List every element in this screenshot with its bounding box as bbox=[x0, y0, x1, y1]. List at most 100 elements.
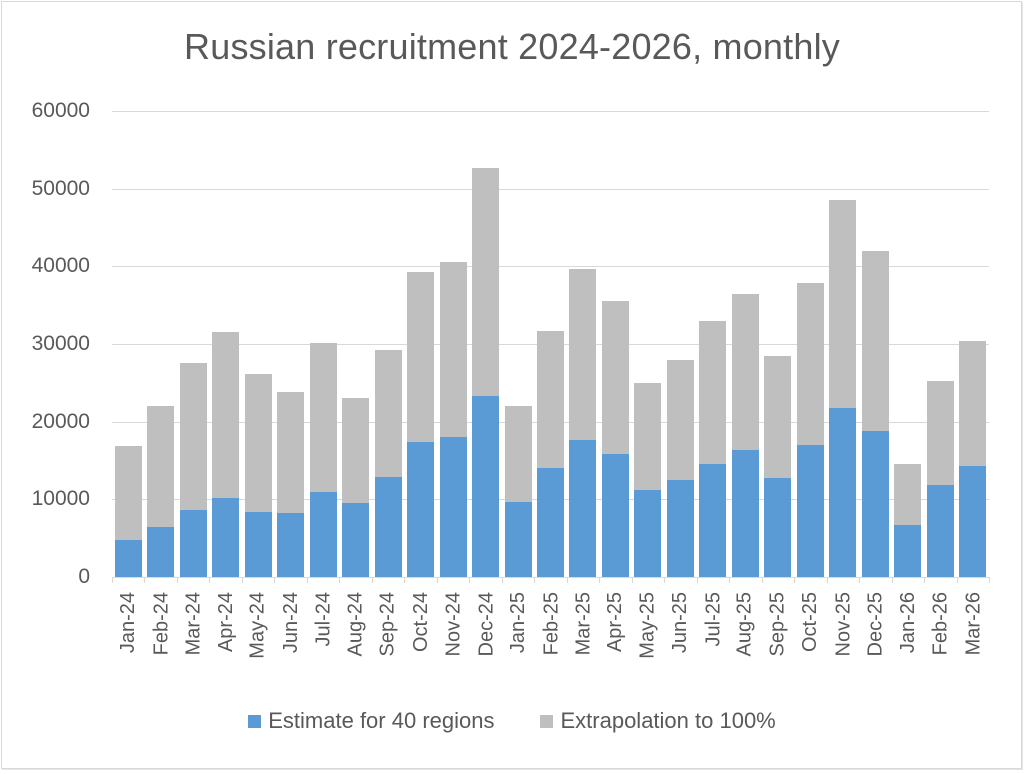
x-tick bbox=[956, 577, 958, 583]
x-tick bbox=[436, 577, 438, 583]
bar-segment-estimate bbox=[959, 465, 987, 577]
gridline bbox=[112, 111, 989, 112]
bar-segment-estimate bbox=[147, 527, 175, 577]
gridline bbox=[112, 188, 989, 190]
bar-segment-estimate bbox=[309, 492, 337, 577]
bar-segment-estimate bbox=[666, 479, 694, 577]
x-axis-line bbox=[112, 577, 989, 578]
bar-segment-extrapolation bbox=[277, 392, 305, 513]
bar-segment-extrapolation bbox=[114, 445, 142, 540]
bar-segment-extrapolation bbox=[829, 199, 857, 408]
bar-segment-estimate bbox=[699, 463, 727, 577]
bar-segment-extrapolation bbox=[569, 269, 597, 440]
x-tick bbox=[729, 577, 731, 583]
x-tick-label: Jun-24 bbox=[279, 592, 302, 654]
x-tick-label: Sep-24 bbox=[376, 592, 399, 657]
bar-segment-estimate bbox=[277, 512, 305, 577]
bar-segment-extrapolation bbox=[731, 293, 759, 451]
bar-segment-extrapolation bbox=[699, 321, 727, 464]
gridline bbox=[112, 266, 989, 268]
x-tick bbox=[339, 577, 341, 583]
bar-jan-24 bbox=[114, 445, 142, 577]
bar-segment-extrapolation bbox=[342, 398, 370, 504]
x-tick bbox=[826, 577, 828, 583]
y-tick-label: 60000 bbox=[31, 99, 90, 122]
bar-dec-25 bbox=[861, 250, 889, 577]
x-tick-label: Jun-25 bbox=[669, 592, 692, 654]
bar-segment-estimate bbox=[796, 444, 824, 577]
x-tick-label: Aug-24 bbox=[344, 592, 367, 657]
legend-item-extrapolation: Extrapolation to 100% bbox=[540, 708, 776, 734]
bar-jul-24 bbox=[309, 343, 337, 577]
y-tick-label: 30000 bbox=[31, 332, 90, 355]
bar-segment-estimate bbox=[179, 510, 207, 577]
bar-segment-extrapolation bbox=[179, 363, 207, 511]
bar-jan-25 bbox=[504, 406, 532, 577]
bar-jun-24 bbox=[277, 392, 305, 577]
x-tick bbox=[112, 577, 113, 583]
bar-segment-estimate bbox=[764, 478, 792, 577]
x-tick-label: Jan-25 bbox=[507, 592, 530, 654]
bar-segment-estimate bbox=[894, 524, 922, 577]
x-tick bbox=[371, 577, 373, 583]
x-tick bbox=[664, 577, 666, 583]
x-tick bbox=[501, 577, 503, 583]
legend-swatch-blue-icon bbox=[248, 714, 262, 728]
x-tick-label: Mar-24 bbox=[182, 592, 205, 656]
x-tick-label: May-25 bbox=[636, 592, 659, 659]
x-tick bbox=[794, 577, 796, 583]
bar-segment-estimate bbox=[829, 407, 857, 577]
x-tick bbox=[631, 577, 633, 583]
bar-segment-estimate bbox=[244, 511, 272, 577]
bar-segment-estimate bbox=[374, 476, 402, 577]
bar-segment-estimate bbox=[861, 430, 889, 577]
bar-segment-extrapolation bbox=[244, 374, 272, 512]
y-tick-label: 0 bbox=[78, 565, 90, 588]
x-tick-label: Oct-25 bbox=[799, 592, 822, 653]
x-tick bbox=[306, 577, 308, 583]
bar-segment-estimate bbox=[504, 501, 532, 577]
x-tick bbox=[209, 577, 211, 583]
bar-jul-25 bbox=[699, 321, 727, 577]
bar-sep-24 bbox=[374, 350, 402, 577]
y-tick-label: 40000 bbox=[31, 254, 90, 278]
legend: Estimate for 40 regions Extrapolation to… bbox=[0, 708, 1024, 734]
x-tick-label: Sep-25 bbox=[766, 592, 789, 657]
bar-segment-estimate bbox=[407, 441, 435, 577]
bar-segment-extrapolation bbox=[407, 271, 435, 442]
bar-segment-extrapolation bbox=[147, 406, 175, 528]
bar-segment-estimate bbox=[926, 485, 954, 577]
x-tick-label: Jul-25 bbox=[702, 592, 725, 647]
x-tick-label: Jul-24 bbox=[312, 592, 335, 647]
x-tick-label: Jan-24 bbox=[117, 592, 140, 654]
bar-segment-extrapolation bbox=[309, 343, 337, 493]
bar-nov-24 bbox=[439, 262, 467, 577]
bar-aug-24 bbox=[342, 398, 370, 577]
y-tick-label: 20000 bbox=[31, 409, 90, 433]
x-tick bbox=[566, 577, 568, 583]
bar-feb-24 bbox=[147, 406, 175, 577]
chart-title: Russian recruitment 2024-2026, monthly bbox=[184, 26, 840, 67]
bar-apr-24 bbox=[212, 332, 240, 577]
bar-segment-extrapolation bbox=[537, 330, 564, 469]
bar-jun-25 bbox=[666, 359, 694, 577]
bar-mar-26 bbox=[959, 340, 987, 577]
bar-oct-25 bbox=[796, 283, 824, 577]
bar-segment-extrapolation bbox=[472, 168, 500, 397]
x-tick-label: Aug-25 bbox=[733, 592, 756, 657]
y-tick-label: 50000 bbox=[31, 176, 90, 200]
y-tick-label: 10000 bbox=[31, 487, 90, 511]
bar-nov-25 bbox=[829, 199, 857, 577]
bar-may-25 bbox=[634, 382, 662, 577]
bar-segment-extrapolation bbox=[666, 359, 694, 480]
x-tick-label: Apr-24 bbox=[214, 592, 237, 653]
x-tick bbox=[534, 577, 536, 583]
x-tick bbox=[891, 577, 893, 583]
bar-mar-25 bbox=[569, 269, 597, 577]
bar-segment-extrapolation bbox=[894, 464, 922, 525]
bar-may-24 bbox=[244, 374, 272, 577]
x-tick bbox=[924, 577, 926, 583]
x-tick bbox=[241, 577, 243, 583]
bar-segment-estimate bbox=[537, 468, 564, 577]
bar-segment-estimate bbox=[569, 439, 597, 577]
